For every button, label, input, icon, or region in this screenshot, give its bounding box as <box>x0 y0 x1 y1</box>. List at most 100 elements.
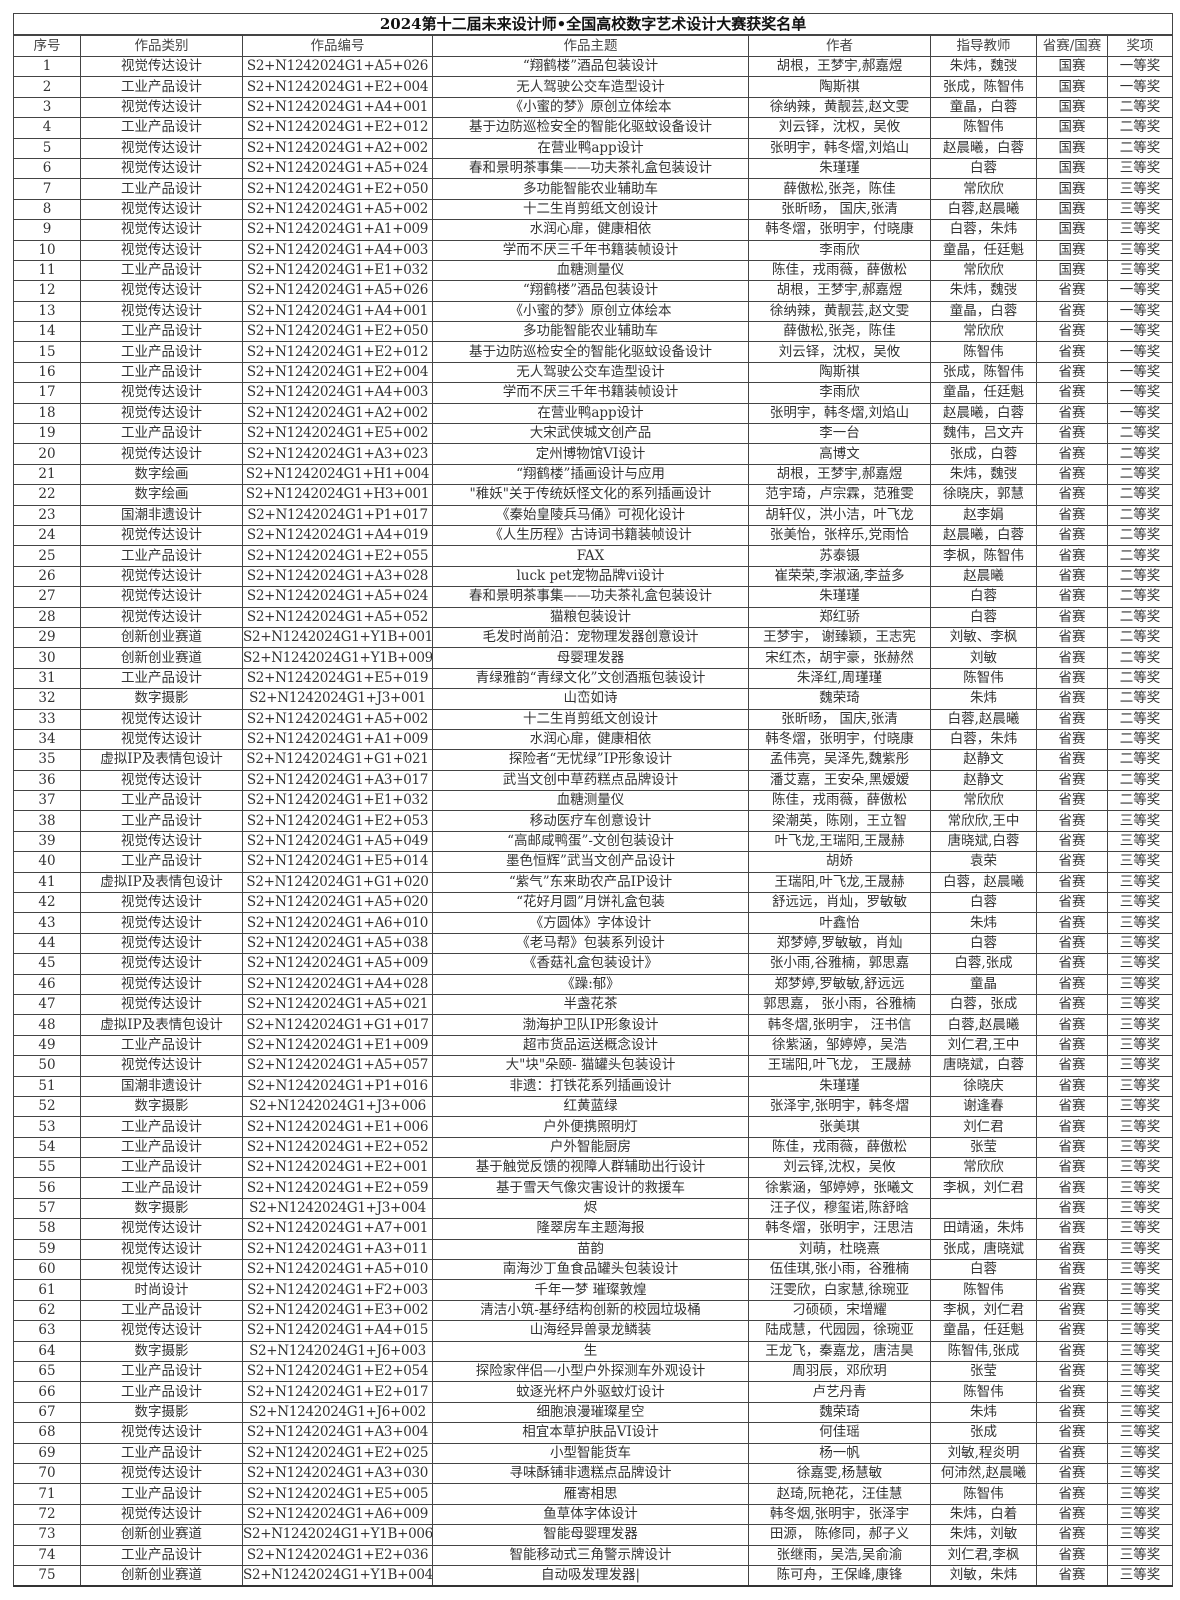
cell-category: 视觉传达设计 <box>80 606 243 628</box>
cell-advisors: 常欣欣 <box>930 321 1037 343</box>
table-row: 64 数字摄影 S2+N1242024G1+J6+003 生王龙飞，秦嘉龙，唐洁昊 陈智… <box>13 1340 1174 1363</box>
cell-topic: 《躁:郁》 <box>432 973 749 995</box>
cell-advisors: 魏伟，吕文卉 <box>930 423 1037 445</box>
cell-code: S2+N1242024G1+H1+004 <box>242 463 433 486</box>
cell-advisors: 徐晓庆，郭慧 <box>930 484 1037 506</box>
cell-award: 三等奖 <box>1106 259 1174 282</box>
cell-code: S2+N1242024G1+E5+019 <box>242 667 433 690</box>
cell-authors: 朱瑾瑾 <box>748 1075 931 1097</box>
cell-index: 26 <box>13 565 81 588</box>
cell-category: 工业产品设计 <box>80 423 243 445</box>
cell-authors: 叶鑫怡 <box>748 912 931 934</box>
cell-authors: 胡根，王梦宇,郝嘉煜 <box>748 280 931 302</box>
cell-code: S2+N1242024G1+E2+012 <box>242 117 433 139</box>
cell-level: 省赛 <box>1036 667 1108 690</box>
cell-code: S2+N1242024G1+E2+050 <box>242 178 433 200</box>
cell-index: 52 <box>13 1095 81 1118</box>
cell-category: 工业产品设计 <box>80 1034 243 1057</box>
cell-topic: "稚妖"关于传统妖怪文化的系列插画设计 <box>432 484 749 506</box>
cell-category: 视觉传达设计 <box>80 524 243 547</box>
cell-category: 视觉传达设计 <box>80 1503 243 1526</box>
cell-topic: 鱼草体字体设计 <box>432 1503 749 1526</box>
cell-advisors: 李枫，刘仁君 <box>930 1299 1037 1322</box>
cell-level: 国赛 <box>1036 259 1108 282</box>
cell-authors: 杨一帆 <box>748 1442 931 1464</box>
cell-authors: 郭思嘉， 张小雨，谷雅楠 <box>748 993 931 1016</box>
cell-award: 三等奖 <box>1106 1422 1174 1444</box>
cell-index: 40 <box>13 851 81 873</box>
cell-award: 二等奖 <box>1106 749 1174 771</box>
cell-advisors: 白蓉，朱炜 <box>930 219 1037 241</box>
cell-code: S2+N1242024G1+E2+025 <box>242 1442 433 1464</box>
table-row: 8 视觉传达设计 S2+N1242024G1+A5+002 十二生肖剪纸文创设计 张昕旸… <box>13 198 1174 221</box>
cell-authors: 梁潮英，陈刚，王立智 <box>748 810 931 832</box>
table-row: 51 国潮非遗设计 S2+N1242024G1+P1+016 非遗：打铁花系列插画设计… <box>13 1075 1174 1097</box>
cell-advisors: 田靖涵，朱炜 <box>930 1218 1037 1240</box>
cell-level: 省赛 <box>1036 810 1108 832</box>
cell-advisors: 陈智伟 <box>930 1483 1037 1505</box>
cell-topic: 红黄蓝绿 <box>432 1095 749 1118</box>
cell-category: 创新创业赛道 <box>80 647 243 669</box>
cell-award: 三等奖 <box>1106 1055 1174 1077</box>
cell-level: 省赛 <box>1036 423 1108 445</box>
cell-category: 视觉传达设计 <box>80 912 243 934</box>
cell-category: 视觉传达设计 <box>80 382 243 404</box>
cell-index: 7 <box>13 178 81 200</box>
cell-topic: 智能母婴理发器 <box>432 1524 749 1546</box>
cell-award: 三等奖 <box>1106 1116 1174 1138</box>
cell-advisors: 陈智伟 <box>930 341 1037 363</box>
cell-topic: 《小蜜的梦》原创立体绘本 <box>432 300 749 323</box>
cell-advisors: 白蓉，赵晨曦 <box>930 871 1037 894</box>
cell-topic: 非遗：打铁花系列插画设计 <box>432 1075 749 1097</box>
cell-category: 工业产品设计 <box>80 545 243 567</box>
cell-advisors: 白蓉,赵晨曦 <box>930 198 1037 221</box>
cell-authors: 韩冬熠，张明宇，付晓康 <box>748 728 931 751</box>
cell-award: 三等奖 <box>1106 1320 1174 1342</box>
cell-index: 25 <box>13 545 81 567</box>
cell-advisors: 白蓉,张成 <box>930 953 1037 975</box>
table-row: 9 视觉传达设计 S2+N1242024G1+A1+009 水润心扉，健康相依 韩冬熠，… <box>13 219 1174 241</box>
cell-advisors: 张成，陈智伟 <box>930 361 1037 384</box>
cell-advisors: 童晶，白蓉 <box>930 300 1037 323</box>
cell-advisors: 朱炜 <box>930 688 1037 710</box>
cell-code: S2+N1242024G1+E2+054 <box>242 1360 433 1383</box>
cell-advisors: 陈智伟 <box>930 1279 1037 1301</box>
table-row: 30 创新创业赛道 S2+N1242024G1+Y1B+009 母婴理发器 宋红杰，胡宇… <box>13 647 1174 669</box>
cell-authors: 张小雨,谷雅楠，郭思嘉 <box>748 953 931 975</box>
cell-code: S2+N1242024G1+E2+004 <box>242 76 433 98</box>
cell-award: 三等奖 <box>1106 1075 1174 1097</box>
cell-index: 27 <box>13 586 81 608</box>
column-header-code: 作品编号 <box>242 34 433 57</box>
cell-award: 一等奖 <box>1106 382 1174 404</box>
cell-code: S2+N1242024G1+A5+024 <box>242 586 433 608</box>
cell-advisors: 刘仁君,王中 <box>930 1034 1037 1057</box>
cell-level: 省赛 <box>1036 402 1108 425</box>
cell-code: S2+N1242024G1+A5+009 <box>242 953 433 975</box>
cell-index: 19 <box>13 423 81 445</box>
cell-award: 三等奖 <box>1106 1014 1174 1036</box>
cell-category: 视觉传达设计 <box>80 239 243 261</box>
table-row: 74 工业产品设计 S2+N1242024G1+E2+036 智能移动式三角警示牌设计… <box>13 1544 1174 1566</box>
table-row: 38 工业产品设计 S2+N1242024G1+E2+053 移动医疗车创意设计 梁潮英… <box>13 810 1174 832</box>
cell-topic: 猫粮包装设计 <box>432 606 749 628</box>
table-row: 34 视觉传达设计 S2+N1242024G1+A1+009 水润心扉，健康相依 韩冬熠… <box>13 728 1174 751</box>
cell-level: 省赛 <box>1036 1136 1108 1159</box>
table-body: 1 视觉传达设计 S2+N1242024G1+A5+026 “翔鹤楼”酒品包装设计 胡根… <box>13 55 1174 1588</box>
cell-award: 三等奖 <box>1106 1483 1174 1505</box>
cell-level: 省赛 <box>1036 1055 1108 1077</box>
cell-award: 三等奖 <box>1106 810 1174 832</box>
cell-authors: 魏荣琦 <box>748 688 931 710</box>
cell-code: S2+N1242024G1+J6+003 <box>242 1340 433 1363</box>
cell-advisors: 朱炜，魏弢 <box>930 280 1037 302</box>
cell-advisors: 陈智伟 <box>930 117 1037 139</box>
cell-topic: 血糖测量仪 <box>432 790 749 812</box>
cell-level: 省赛 <box>1036 443 1108 465</box>
cell-category: 数字摄影 <box>80 1340 243 1363</box>
cell-level: 国赛 <box>1036 76 1108 98</box>
cell-code: S2+N1242024G1+E2+055 <box>242 545 433 567</box>
cell-topic: “高邮咸鸭蛋”-文创包装设计 <box>432 830 749 853</box>
cell-code: S2+N1242024G1+E2+004 <box>242 361 433 384</box>
cell-authors: 陶斯祺 <box>748 76 931 98</box>
cell-topic: 山海经异兽录龙鳞装 <box>432 1320 749 1342</box>
table-row: 6 视觉传达设计 S2+N1242024G1+A5+024 春和景明茶事集——功夫茶礼… <box>13 157 1174 180</box>
